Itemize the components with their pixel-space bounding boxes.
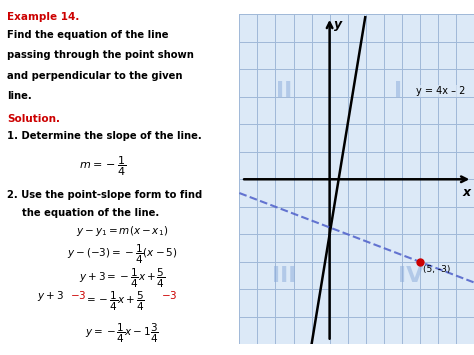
Text: $y + 3 = -\dfrac{1}{4}x + \dfrac{5}{4}$: $y + 3 = -\dfrac{1}{4}x + \dfrac{5}{4}$: [79, 266, 165, 290]
Text: $y - y_1 = m(x - x_1)$: $y - y_1 = m(x - x_1)$: [76, 224, 168, 237]
Text: III: III: [272, 266, 297, 285]
Text: and perpendicular to the given: and perpendicular to the given: [7, 71, 183, 81]
Text: the equation of the line.: the equation of the line.: [22, 208, 159, 218]
Text: x: x: [462, 186, 470, 199]
Text: $y = -\dfrac{1}{4}x - 1\dfrac{3}{4}$: $y = -\dfrac{1}{4}x - 1\dfrac{3}{4}$: [85, 321, 159, 345]
Text: $m = -\dfrac{1}{4}$: $m = -\dfrac{1}{4}$: [79, 154, 126, 178]
Text: (5, -3): (5, -3): [423, 264, 451, 274]
Text: $- 3$: $- 3$: [161, 289, 178, 301]
Text: II: II: [276, 81, 292, 101]
Text: $= -\dfrac{1}{4}x + \dfrac{5}{4}$: $= -\dfrac{1}{4}x + \dfrac{5}{4}$: [84, 289, 145, 313]
Text: y = 4x – 2: y = 4x – 2: [416, 86, 465, 96]
Text: passing through the point shown: passing through the point shown: [7, 50, 194, 60]
Text: 1. Determine the slope of the line.: 1. Determine the slope of the line.: [7, 131, 202, 141]
Text: Example 14.: Example 14.: [7, 12, 80, 22]
Text: Find the equation of the line: Find the equation of the line: [7, 30, 169, 40]
Text: Solution.: Solution.: [7, 114, 60, 124]
Text: $- 3$: $- 3$: [70, 289, 86, 301]
Text: $y + 3$: $y + 3$: [36, 289, 64, 303]
Text: IV: IV: [398, 266, 423, 285]
Text: I: I: [394, 81, 402, 101]
Text: 2. Use the point-slope form to find: 2. Use the point-slope form to find: [7, 190, 202, 200]
Text: $y - (-3) = -\dfrac{1}{4}(x - 5)$: $y - (-3) = -\dfrac{1}{4}(x - 5)$: [67, 243, 177, 267]
Text: line.: line.: [7, 91, 32, 101]
Text: y: y: [334, 18, 342, 31]
